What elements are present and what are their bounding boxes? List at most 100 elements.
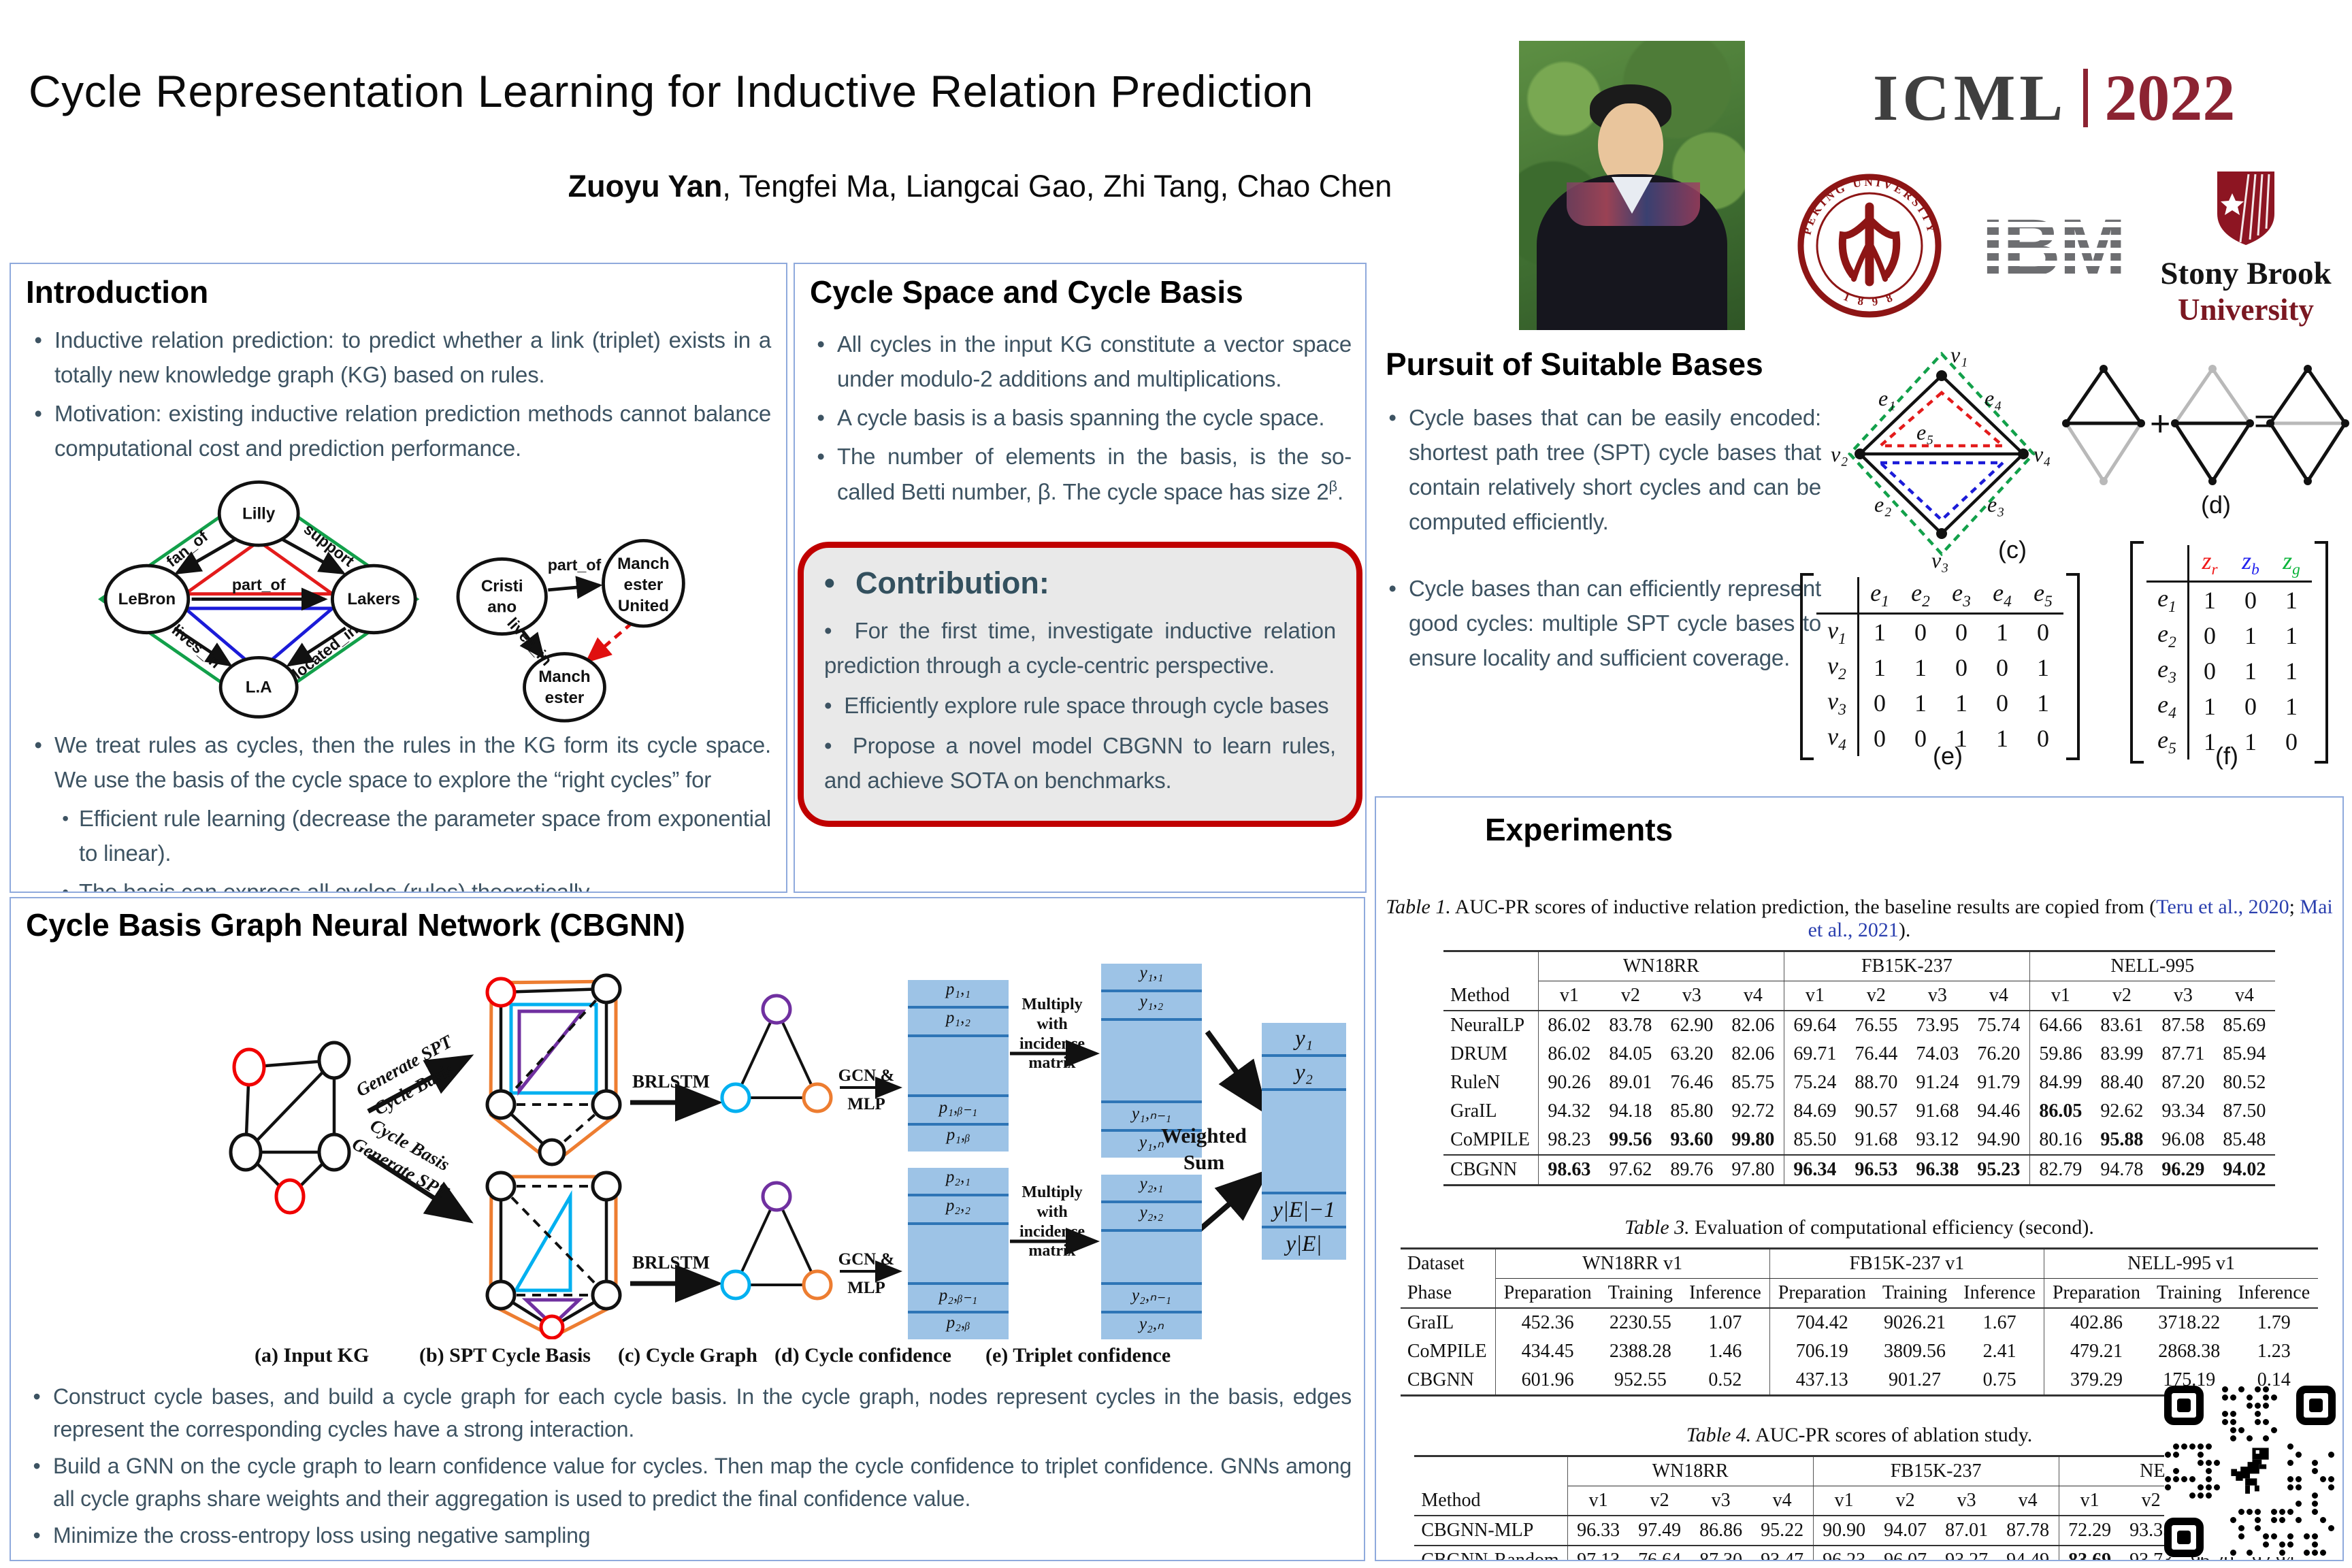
cycle-space-heading: Cycle Space and Cycle Basis [810, 274, 1243, 310]
bullet-item: Inductive relation prediction: to predic… [22, 323, 775, 392]
node-label: LeBron [118, 590, 176, 608]
sbu-name: Stony Brook [2160, 256, 2332, 291]
author-rest: , Tengfei Ma, Liangcai Gao, Zhi Tang, Ch… [722, 169, 1392, 203]
vertex-label: v₄ [2034, 442, 2051, 466]
node-label: Manch [538, 668, 590, 686]
cyan-cycle [509, 1002, 598, 1095]
incidence-matrix-e: e1 e2 e3 e4 e5 v1 1 0 0 1 0 v2 1 1 0 0 1 v3 0 1 1 0 1 v4 0 0 1 1 0 [1800, 573, 2080, 760]
table3-caption: Table 3. Evaluation of computational eff… [1624, 1216, 2094, 1239]
icml-year: 2022 [2104, 61, 2236, 134]
edge-confidence-matrix: y₂,₁ y₂,₂ y₂,ₙ₋₁ y₂,ₙ [1101, 1175, 1202, 1339]
mlp-label: MLP [847, 1279, 885, 1297]
vertex-label: v₂ [1831, 442, 1848, 466]
citation[interactable]: Mai et al., 2021 [1808, 896, 2333, 941]
bullet-item: Build a GNN on the cycle graph to learn … [20, 1450, 1356, 1515]
edge-confidence-matrix: y₁,₁ y₁,₂ y₁,ₙ₋₁ y₁,ₙ [1101, 964, 1202, 1158]
table-auc-pr: WN18RR FB15K-237 NELL-995 Method v1 v2 v3 v4 v1 v… [1376, 950, 2342, 1186]
table-efficiency: Dataset WN18RR v1 FB15K-237 v1 NELL-995 v1 P… [1376, 1247, 2342, 1396]
gcn-label: GCN & [838, 1250, 895, 1269]
edge-label: support [301, 519, 358, 570]
node-label: Lakers [347, 590, 400, 608]
section-cycle-space: Cycle Space and Cycle Basis All cycles i… [794, 263, 1367, 893]
red-cycle [180, 538, 338, 595]
caption-d: (d) Cycle confidence [774, 1344, 951, 1367]
cycle-confidence-matrix: p₁,₁ p₁,₂ p₁,ᵦ₋₁ p₁,ᵦ [908, 980, 1009, 1152]
author-photo [1519, 41, 1745, 330]
stony-brook-logo: Stony Brook University [2144, 169, 2348, 327]
table4-caption: Table 4. AUC-PR scores of ablation study… [1686, 1424, 2033, 1446]
citation[interactable]: Teru et al., 2020 [2156, 896, 2289, 918]
bullet-item: Minimize the cross-entropy loss using ne… [20, 1519, 1356, 1552]
node-label: ester [545, 689, 585, 707]
peking-university-seal: PEKING UNIVERSITY 1 8 9 8 [1797, 174, 1942, 318]
spt-basis-figure-c: v₁ v₂ v₃ v₄ e₁ e₂ e₃ e₄ e₅ (c) [1831, 342, 2051, 572]
contribution-box: Contribution: For the first time, invest… [798, 541, 1362, 828]
node-label: ester [624, 575, 664, 593]
plus-sign: + [2150, 404, 2170, 444]
blue-cycle [180, 606, 337, 673]
edge-label: e₄ [1984, 386, 2002, 410]
graph-vertices [1855, 370, 2029, 539]
icml-divider [2083, 68, 2089, 127]
edge-label: e₃ [1987, 492, 2004, 517]
node-label: L.A [246, 678, 272, 696]
edge-label: part_of [232, 575, 286, 593]
contribution-heading: Contribution: [824, 566, 1336, 601]
figure-tag: (d) [2201, 491, 2231, 519]
input-kg-nodes [229, 1041, 351, 1215]
figure-d-vertices [2062, 365, 2349, 485]
vertex-label: v₃ [1931, 548, 1948, 572]
graph-edges [1859, 374, 2025, 535]
bullet-item: Cycle bases that can be easily encoded: … [1376, 400, 1825, 540]
bullet-item: The number of elements in the basis, is … [804, 439, 1356, 508]
multiply-label: Multiply with incidence matrix [1019, 996, 1085, 1073]
vertex-label: v₁ [1950, 342, 1967, 367]
section-introduction: Introduction Inductive relation predicti… [10, 263, 787, 893]
caption-a: (a) Input KG [255, 1344, 370, 1367]
caption-c: (c) Cycle Graph [618, 1344, 757, 1367]
weighted-sum-label: Weighted Sum [1161, 1124, 1247, 1174]
mlp-label: MLP [847, 1095, 885, 1113]
equals-sign: = [2254, 402, 2274, 441]
edge-label: part_of [548, 555, 602, 573]
pursuit-heading: Pursuit of Suitable Bases [1386, 346, 1763, 382]
ibm-logo: IBM [1982, 201, 2138, 293]
cycle-matrix-f: zr zb zg e1 1 0 1 e2 0 1 1 e3 0 1 1 e4 1 0 1 e5 1 1 0 [2130, 541, 2328, 764]
section-experiments: Experiments Table 1. AUC-PR scores of in… [1375, 796, 2344, 1561]
bullet-item: Motivation: existing inductive relation … [22, 396, 775, 466]
figure-tag: (e) [1933, 742, 1963, 770]
icml-logo: ICML 2022 [1873, 60, 2235, 135]
cycle-graph-edges [734, 1009, 819, 1286]
bullet-item: Cycle bases than can efficiently represe… [1376, 571, 1825, 675]
qr-code [2164, 1386, 2336, 1557]
blue-dashed-cycle [1876, 461, 2007, 523]
edge-label: e₁ [1878, 386, 1895, 410]
cbgnn-figure: Generate SPT Cycle Basis Generate SPT Cy… [24, 951, 1352, 1339]
green-dashed-cycle [1847, 351, 2036, 557]
bullet-item: Efficient rule learning (decrease the pa… [22, 801, 775, 870]
bullet-item: For the first time, investigate inductiv… [824, 613, 1336, 683]
red-dashed-cycle [1876, 391, 2008, 448]
triplet-confidence-vector: y₁ y₂ y|E|−1 y|E| [1262, 1023, 1346, 1260]
figure-tag: (c) [1998, 536, 2027, 564]
introduction-heading: Introduction [26, 274, 209, 310]
kg-edges [174, 536, 603, 667]
predicted-link-edge [585, 621, 634, 663]
basis1-dashed-edges [500, 987, 608, 1154]
kg-figure: Lilly LeBron Lakers L.A Cristi ano Manch… [98, 480, 685, 723]
figure-tag: (f) [2215, 742, 2238, 770]
author-first: Zuoyu Yan [568, 169, 723, 203]
node-label: Cristi [481, 576, 523, 595]
orange-cycle [489, 1175, 618, 1339]
bullet-item: The basis can express all cycles (rules)… [22, 875, 775, 892]
brlstm-label: BRLSTM [632, 1071, 710, 1092]
bullet-item: A cycle basis is a basis spanning the cy… [804, 400, 1356, 435]
page-title: Cycle Representation Learning for Induct… [29, 66, 1313, 116]
edge-label: e₂ [1874, 492, 1891, 517]
figure-captions: (a) Input KG (b) SPT Cycle Basis (c) Cyc… [11, 1344, 1364, 1371]
caption-b: (b) SPT Cycle Basis [419, 1344, 591, 1367]
basis2-dashed-edges [500, 1185, 608, 1296]
figure-d-diamonds [2064, 368, 2347, 483]
purple-cycle [521, 1298, 584, 1328]
